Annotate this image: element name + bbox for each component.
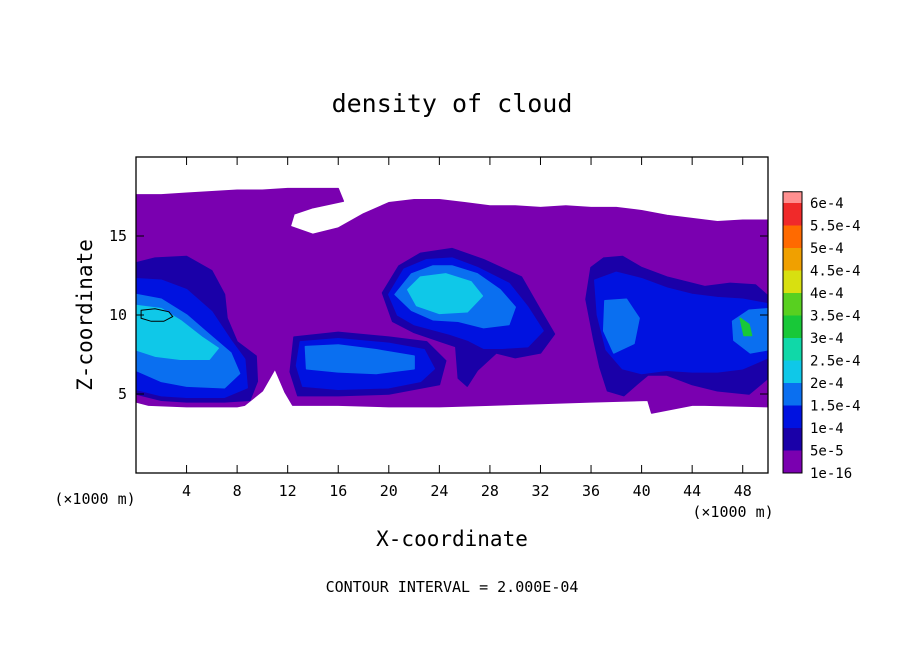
contour-region-level-4: [407, 273, 484, 315]
colorbar-swatch: [783, 450, 802, 473]
colorbar-tick-label: 5e-4: [810, 241, 844, 257]
x-tick-label: 4: [182, 482, 191, 500]
colorbar-swatch: [783, 315, 802, 338]
colorbar-tick-label: 5.5e-4: [810, 219, 861, 235]
colorbar-tick-label: 4.5e-4: [810, 264, 861, 280]
colorbar-tick-label: 1e-4: [810, 421, 844, 437]
contour-line: [140, 308, 174, 322]
colorbar-swatch: [783, 338, 802, 361]
colorbar-tick-label: 1e-16: [810, 466, 852, 482]
contour-region-level-3: [304, 344, 415, 375]
colorbar-tick-label: 3.5e-4: [810, 309, 861, 325]
contour-region-level-3: [602, 298, 640, 354]
colorbar-tick-label: 2e-4: [810, 376, 844, 392]
x-tick-label: 28: [481, 482, 499, 500]
plot-area: [136, 187, 768, 414]
x-tick-label: 44: [683, 482, 701, 500]
contour-region-level-2: [594, 271, 768, 375]
x-unit-label-right: (×1000 m): [692, 503, 773, 521]
y-tick-label: 5: [118, 385, 127, 403]
y-tick-label: 15: [109, 227, 127, 245]
colorbar-tick-label: 4e-4: [810, 286, 844, 302]
x-tick-label: 20: [380, 482, 398, 500]
x-tick-label: 48: [734, 482, 752, 500]
colorbar-tick-label: 6e-4: [810, 196, 844, 212]
colorbar-swatch: [783, 248, 802, 271]
colorbar-tick-label: 2.5e-4: [810, 354, 861, 370]
colorbar-swatch: [783, 428, 802, 451]
x-tick-label: 16: [329, 482, 347, 500]
colorbar: 1e-16 5e-5 1e-4 1.5e-4 2e-4 2.5e-4 3e-4 3.5e-4 4…: [782, 191, 861, 482]
x-axis-label: X-coordinate: [376, 527, 528, 551]
contour-interval-note: CONTOUR INTERVAL = 2.000E-04: [326, 578, 579, 596]
colorbar-swatch: [783, 270, 802, 293]
colorbar-swatch: [783, 225, 802, 248]
y-axis: 5 10 15: [109, 227, 768, 403]
colorbar-swatch: [783, 383, 802, 406]
x-tick-label: 40: [633, 482, 651, 500]
contour-lines: [140, 308, 174, 322]
x-tick-label: 32: [531, 482, 549, 500]
y-axis-label: Z-coordinate: [73, 239, 97, 391]
x-tick-label: 8: [233, 482, 242, 500]
colorbar-swatch: [783, 203, 802, 226]
colorbar-swatch: [783, 360, 802, 383]
colorbar-tick-label: 1.5e-4: [810, 399, 861, 415]
colorbar-frame: [782, 191, 803, 474]
contour-region-level-6: [739, 317, 753, 337]
chart-title: density of cloud: [332, 89, 573, 118]
contour-region-level-0: [413, 200, 504, 217]
colorbar-tick-label: 5e-5: [810, 444, 844, 460]
x-unit-label-left: (×1000 m): [54, 490, 135, 508]
x-axis: 4 8 12 16 20 24 28 32 36 40 44 48: [182, 157, 752, 500]
colorbar-tick-label: 3e-4: [810, 331, 844, 347]
x-tick-label: 12: [279, 482, 297, 500]
x-tick-label: 24: [430, 482, 448, 500]
colorbar-swatch: [783, 191, 802, 203]
x-tick-label: 36: [582, 482, 600, 500]
y-tick-label: 10: [109, 306, 127, 324]
colorbar-swatch: [783, 293, 802, 316]
colorbar-swatch: [783, 405, 802, 428]
